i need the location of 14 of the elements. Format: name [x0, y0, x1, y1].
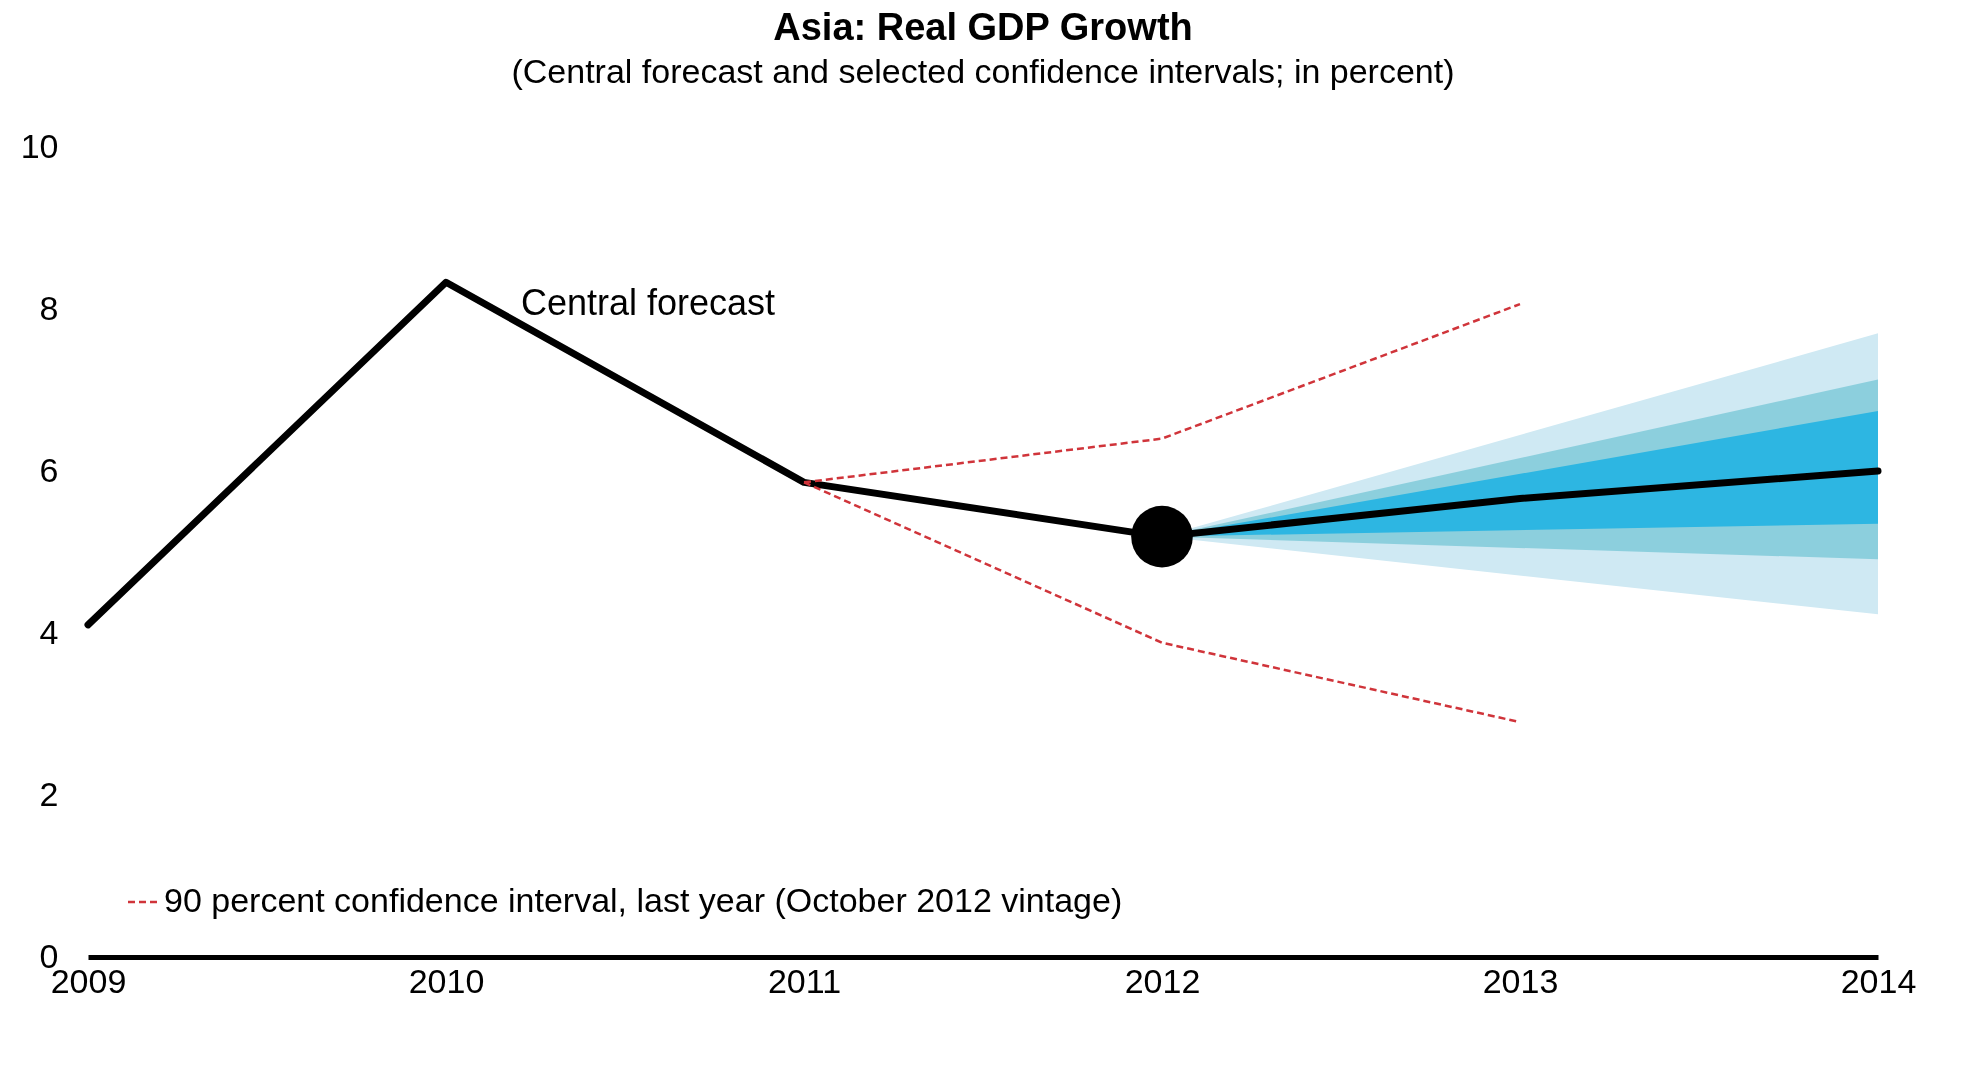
- x-tick-label: 2012: [1124, 961, 1201, 1000]
- x-tick-label: 2014: [1840, 961, 1917, 1000]
- annotation: Central forecast: [521, 282, 776, 324]
- chart-subtitle: (Central forecast and selected confidence intervals; in percent): [511, 52, 1455, 90]
- y-tick-label: 2: [39, 774, 59, 813]
- chart-title: Asia: Real GDP Growth: [773, 6, 1193, 48]
- legend-label: 90 percent confidence interval, last year (October 2012 vintage): [164, 881, 1123, 919]
- x-tick-label: 2010: [408, 961, 485, 1000]
- y-tick-label: 6: [39, 450, 59, 489]
- y-tick-label: 8: [39, 288, 59, 327]
- x-tick-label: 2013: [1482, 961, 1559, 1000]
- y-tick-label: 10: [20, 126, 59, 165]
- x-tick-label: 2011: [767, 961, 842, 1000]
- y-tick-label: 4: [39, 612, 59, 651]
